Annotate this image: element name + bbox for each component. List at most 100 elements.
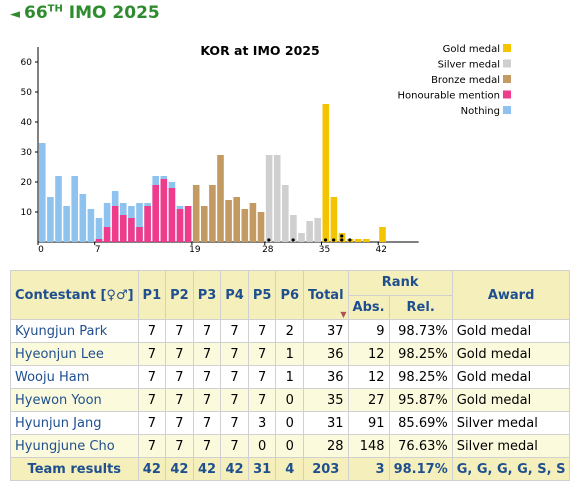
legend-label: Silver medal [438,60,500,71]
team-p2: 42 [165,457,194,481]
rank-abs: 91 [347,411,390,435]
score-p6: 0 [275,411,305,435]
contestant-link[interactable]: Wooju Ham [10,365,139,389]
col-rank-rel[interactable]: Rel. [388,294,453,320]
rank-abs: 148 [347,434,390,458]
team-score-marker [340,234,344,238]
col-contestant[interactable]: Contestant [♀♂] [10,270,139,320]
legend-label: Bronze medal [431,75,500,86]
score-p5: 7 [247,365,277,389]
legend-label: Nothing [461,106,500,117]
y-tick-label: 40 [21,118,33,128]
legend-swatch [503,75,511,83]
score-p1: 7 [137,365,167,389]
x-tick-label: 0 [38,245,44,255]
score-p3: 7 [192,319,222,343]
score-total: 35 [303,388,349,412]
score-p1: 7 [137,388,167,412]
award: Gold medal [451,365,571,389]
score-p5: 7 [247,388,277,412]
chart-bar [233,197,240,242]
team-rank-rel: 98.17% [388,457,453,481]
x-tick-label: 19 [189,245,201,255]
team-p4: 42 [220,457,249,481]
col-p6[interactable]: P6 [275,270,305,320]
rank-rel: 98.73% [388,319,453,343]
contestant-link[interactable]: Hyunjun Jang [10,411,139,435]
rank-abs: 9 [347,319,390,343]
score-p5: 0 [247,434,277,458]
score-p1: 7 [137,319,167,343]
x-tick-label: 7 [95,245,101,255]
chart-bar [314,218,321,242]
col-p4[interactable]: P4 [220,270,249,320]
chart-bar [79,194,87,242]
chart-bar [47,197,54,242]
back-arrow-icon[interactable]: ◄ [10,7,20,22]
score-p3: 7 [192,365,222,389]
award: Gold medal [451,342,571,366]
score-p5: 7 [247,342,277,366]
contestant-link[interactable]: Hyungjune Cho [10,434,139,458]
score-total: 31 [303,411,349,435]
chart-bar [192,185,200,242]
chart-bar [201,206,208,242]
table-subheader-row: Abs. Rel. [11,294,570,320]
rank-abs: 12 [347,365,390,389]
x-tick-label: 42 [375,245,386,255]
score-p3: 7 [192,388,222,412]
chart-bar [225,200,232,242]
team-score-marker [348,238,352,242]
col-p3[interactable]: P3 [192,270,222,320]
chart-title: KOR at IMO 2025 [200,43,319,58]
chart-bar [95,218,103,242]
score-distribution-chart: 10 20 30 40 50 60 0 7 19 28 35 42 KOR at IMO 2025 Gol… [21,43,511,255]
score-p2: 7 [165,365,194,389]
score-p6: 1 [275,365,305,389]
x-tick-label: 35 [319,245,330,255]
table-row: Kyungjun Park 7 7 7 7 7 2 37 9 98.73% Go… [10,319,571,343]
chart-bar [379,227,386,242]
contestant-link[interactable]: Hyeonjun Lee [10,342,139,366]
rank-rel: 98.25% [388,365,453,389]
score-p5: 3 [247,411,277,435]
team-total: 203 [303,457,349,481]
chart-bar [290,215,297,242]
score-p4: 7 [220,411,249,435]
col-p2[interactable]: P2 [165,270,194,320]
chart-bar [71,176,78,242]
score-p2: 7 [165,434,194,458]
col-rank-abs[interactable]: Abs. [347,294,390,320]
score-p4: 7 [220,434,249,458]
rank-rel: 85.69% [388,411,453,435]
chart-bar [39,143,46,242]
score-p6: 0 [275,388,305,412]
contestant-link[interactable]: Kyungjun Park [10,319,139,343]
score-p3: 7 [192,434,222,458]
score-total: 36 [303,365,349,389]
score-p1: 7 [137,434,167,458]
chart-bar [87,209,95,242]
chart-bar-hm [120,215,127,242]
score-p3: 7 [192,411,222,435]
chart-bar-hm [111,206,119,242]
chart-bar-hm [103,227,111,242]
y-tick-label: 20 [21,178,33,188]
chart-bar [257,212,265,242]
col-award[interactable]: Award [451,270,571,320]
col-total[interactable]: Total ▼ [303,270,349,320]
team-p5: 31 [247,457,277,481]
team-score-marker [323,238,328,242]
score-p2: 7 [165,388,194,412]
table-header-row: Contestant [♀♂] P1 P2 P3 P4 P5 P6 Total ▼… [10,270,571,320]
score-p4: 7 [220,319,249,343]
score-p6: 1 [275,342,305,366]
col-p5[interactable]: P5 [247,270,277,320]
contestant-link[interactable]: Hyewon Yoon [10,388,139,412]
score-total: 36 [303,342,349,366]
col-p1[interactable]: P1 [137,270,167,320]
chart-bar [241,209,249,242]
table-row: Hyeonjun Lee 7 7 7 7 7 1 36 12 98.25% Go… [10,342,571,366]
score-p3: 7 [192,342,222,366]
table-row: Wooju Ham 7 7 7 7 7 1 36 12 98.25% Gold … [10,365,571,389]
